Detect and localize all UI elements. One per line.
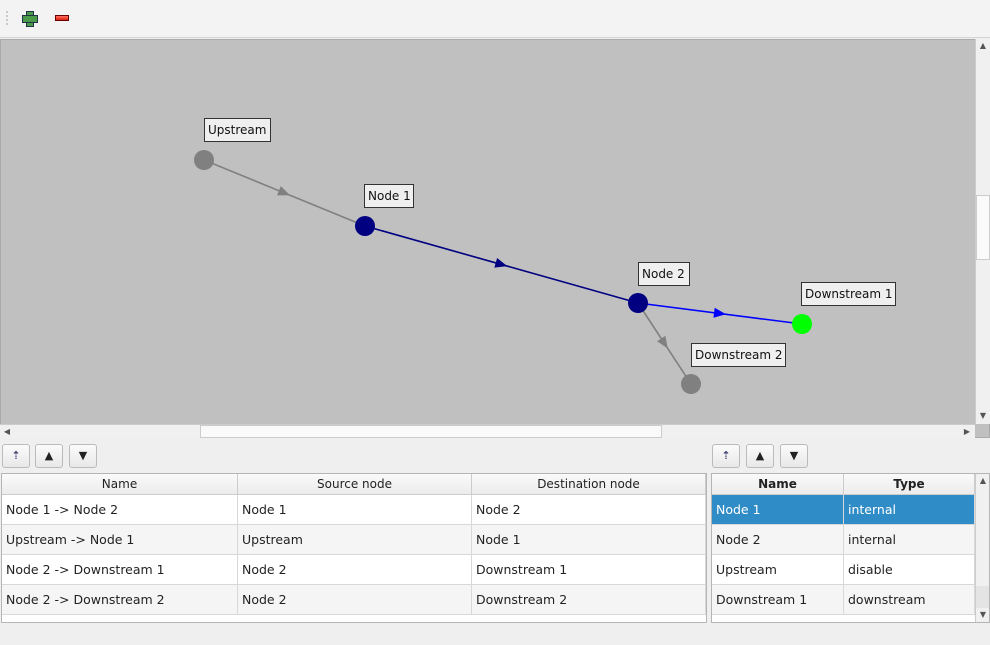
edge-arrow-icon <box>494 258 508 268</box>
column-header[interactable]: Source node <box>238 474 472 495</box>
node-label: Upstream <box>208 123 266 137</box>
table-cell[interactable]: Upstream <box>238 525 472 555</box>
scroll-up-icon[interactable]: ▲ <box>979 476 987 485</box>
vertical-scroll-thumb[interactable] <box>976 195 990 260</box>
minus-icon[interactable] <box>55 15 69 21</box>
table-cell[interactable]: disable <box>844 555 975 585</box>
horizontal-scroll-thumb[interactable] <box>200 425 662 438</box>
edges-table: Name Source node Destination node Node 1 ->… <box>1 473 707 623</box>
scroll-thumb[interactable] <box>976 586 989 608</box>
column-header[interactable]: Name <box>712 474 844 495</box>
table-cell[interactable]: Downstream 1 <box>472 555 706 585</box>
graph-node[interactable] <box>355 216 375 236</box>
node-label: Node 2 <box>642 267 685 281</box>
table-cell[interactable]: Node 1 <box>712 495 844 525</box>
column-header[interactable]: Type <box>844 474 975 495</box>
sort-icon: ⇡ <box>721 449 731 462</box>
node-label-box <box>691 343 786 367</box>
node-label: Downstream 1 <box>805 287 893 301</box>
sort-button[interactable]: ⇡ <box>2 444 30 468</box>
edge-arrow-icon <box>277 186 291 196</box>
plus-icon[interactable] <box>22 11 38 27</box>
scroll-left-icon[interactable]: ◀ <box>3 427 11 436</box>
edge-arrow-icon <box>713 307 726 318</box>
table-cell[interactable]: Node 1 <box>238 495 472 525</box>
scroll-down-icon[interactable]: ▼ <box>979 411 987 420</box>
table-cell[interactable]: Node 1 <box>472 525 706 555</box>
node-label-box <box>801 282 896 306</box>
graph-canvas[interactable]: Upstream Node 1 Node 2 Downstream 1 Downstre… <box>0 39 975 424</box>
graph-node[interactable] <box>194 150 214 170</box>
column-header[interactable]: Name <box>2 474 238 495</box>
edge-arrow-icon <box>657 335 668 349</box>
nodes-table-scrollbar[interactable]: ▲ ▼ <box>975 474 989 622</box>
move-down-button[interactable]: ▼ <box>780 444 808 468</box>
nodes-table: ▲ ▼ Name Type Node 1 internal Node 2 internal… <box>711 473 990 623</box>
node-label-box <box>364 184 414 208</box>
node-label-box <box>204 118 271 142</box>
table-cell[interactable]: internal <box>844 525 975 555</box>
graph-node[interactable] <box>681 374 701 394</box>
move-down-button[interactable]: ▼ <box>69 444 97 468</box>
toolbar <box>0 0 990 38</box>
table-cell[interactable]: Node 2 <box>472 495 706 525</box>
graph-node[interactable] <box>792 314 812 334</box>
table-cell[interactable]: Downstream 1 <box>712 585 844 615</box>
sort-icon: ⇡ <box>11 449 21 462</box>
scroll-up-icon[interactable]: ▲ <box>979 41 987 50</box>
table-cell[interactable]: Node 1 -> Node 2 <box>2 495 238 525</box>
graph-view[interactable]: Upstream Node 1 Node 2 Downstream 1 Downstre… <box>0 39 990 438</box>
scroll-down-icon[interactable]: ▼ <box>979 610 987 619</box>
sort-button[interactable]: ⇡ <box>712 444 740 468</box>
move-up-button[interactable]: ▲ <box>746 444 774 468</box>
down-arrow-icon: ▼ <box>789 449 799 462</box>
column-header[interactable]: Destination node <box>472 474 706 495</box>
table-cell[interactable]: Upstream <box>712 555 844 585</box>
node-label-box <box>638 262 690 286</box>
up-arrow-icon: ▲ <box>755 449 765 462</box>
table-cell[interactable]: Downstream 2 <box>472 585 706 615</box>
table-cell[interactable]: Node 2 <box>712 525 844 555</box>
graph-node[interactable] <box>628 293 648 313</box>
node-label: Node 1 <box>368 189 411 203</box>
table-cell[interactable]: Node 2 -> Downstream 2 <box>2 585 238 615</box>
node-label: Downstream 2 <box>695 348 783 362</box>
down-arrow-icon: ▼ <box>78 449 88 462</box>
table-cell[interactable]: internal <box>844 495 975 525</box>
scroll-right-icon[interactable]: ▶ <box>963 427 971 436</box>
toolbar-grip[interactable] <box>5 10 9 26</box>
table-cell[interactable]: Node 2 -> Downstream 1 <box>2 555 238 585</box>
table-cell[interactable]: downstream <box>844 585 975 615</box>
table-cell[interactable]: Node 2 <box>238 555 472 585</box>
up-arrow-icon: ▲ <box>44 449 54 462</box>
move-up-button[interactable]: ▲ <box>35 444 63 468</box>
table-cell[interactable]: Upstream -> Node 1 <box>2 525 238 555</box>
table-cell[interactable]: Node 2 <box>238 585 472 615</box>
